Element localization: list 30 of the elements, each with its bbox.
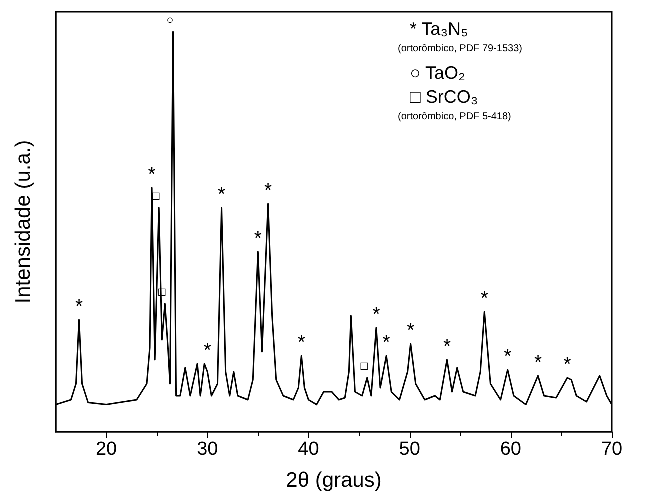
annotation: *	[564, 354, 572, 376]
annotation: *	[148, 164, 156, 186]
x-tick-label: 60	[500, 439, 522, 460]
annotation: *	[298, 332, 306, 354]
annotation: □	[360, 359, 369, 373]
annotation: (ortorômbico, PDF 5-418)	[398, 112, 512, 122]
x-tick-label: 20	[96, 439, 118, 460]
annotation: *	[264, 180, 272, 202]
annotation: * Ta₃N₅	[410, 19, 468, 39]
x-tick-label: 70	[601, 439, 623, 460]
y-axis-title: Intensidade (u.a.)	[12, 140, 35, 304]
annotation: ○	[166, 13, 174, 27]
x-tick-label: 30	[197, 439, 218, 460]
annotation: *	[372, 304, 381, 326]
annotation: *	[443, 336, 452, 358]
x-axis-title: 2θ (graus)	[286, 469, 382, 492]
annotation: *	[504, 346, 512, 368]
annotation: □ SrCO₃	[410, 87, 478, 107]
annotation: *	[382, 332, 391, 354]
annotation: *	[204, 340, 212, 362]
annotation: (ortorômbico, PDF 79-1533)	[398, 44, 522, 54]
annotation: *	[534, 352, 542, 374]
annotation: *	[480, 288, 489, 310]
x-tick-label: 50	[399, 439, 420, 460]
x-tick-label: 40	[298, 439, 320, 460]
annotation: *	[218, 184, 226, 206]
annotation: *	[75, 296, 84, 318]
annotation: *	[254, 228, 262, 250]
annotation: ○ TaO₂	[410, 63, 466, 83]
annotation: *	[406, 320, 415, 342]
